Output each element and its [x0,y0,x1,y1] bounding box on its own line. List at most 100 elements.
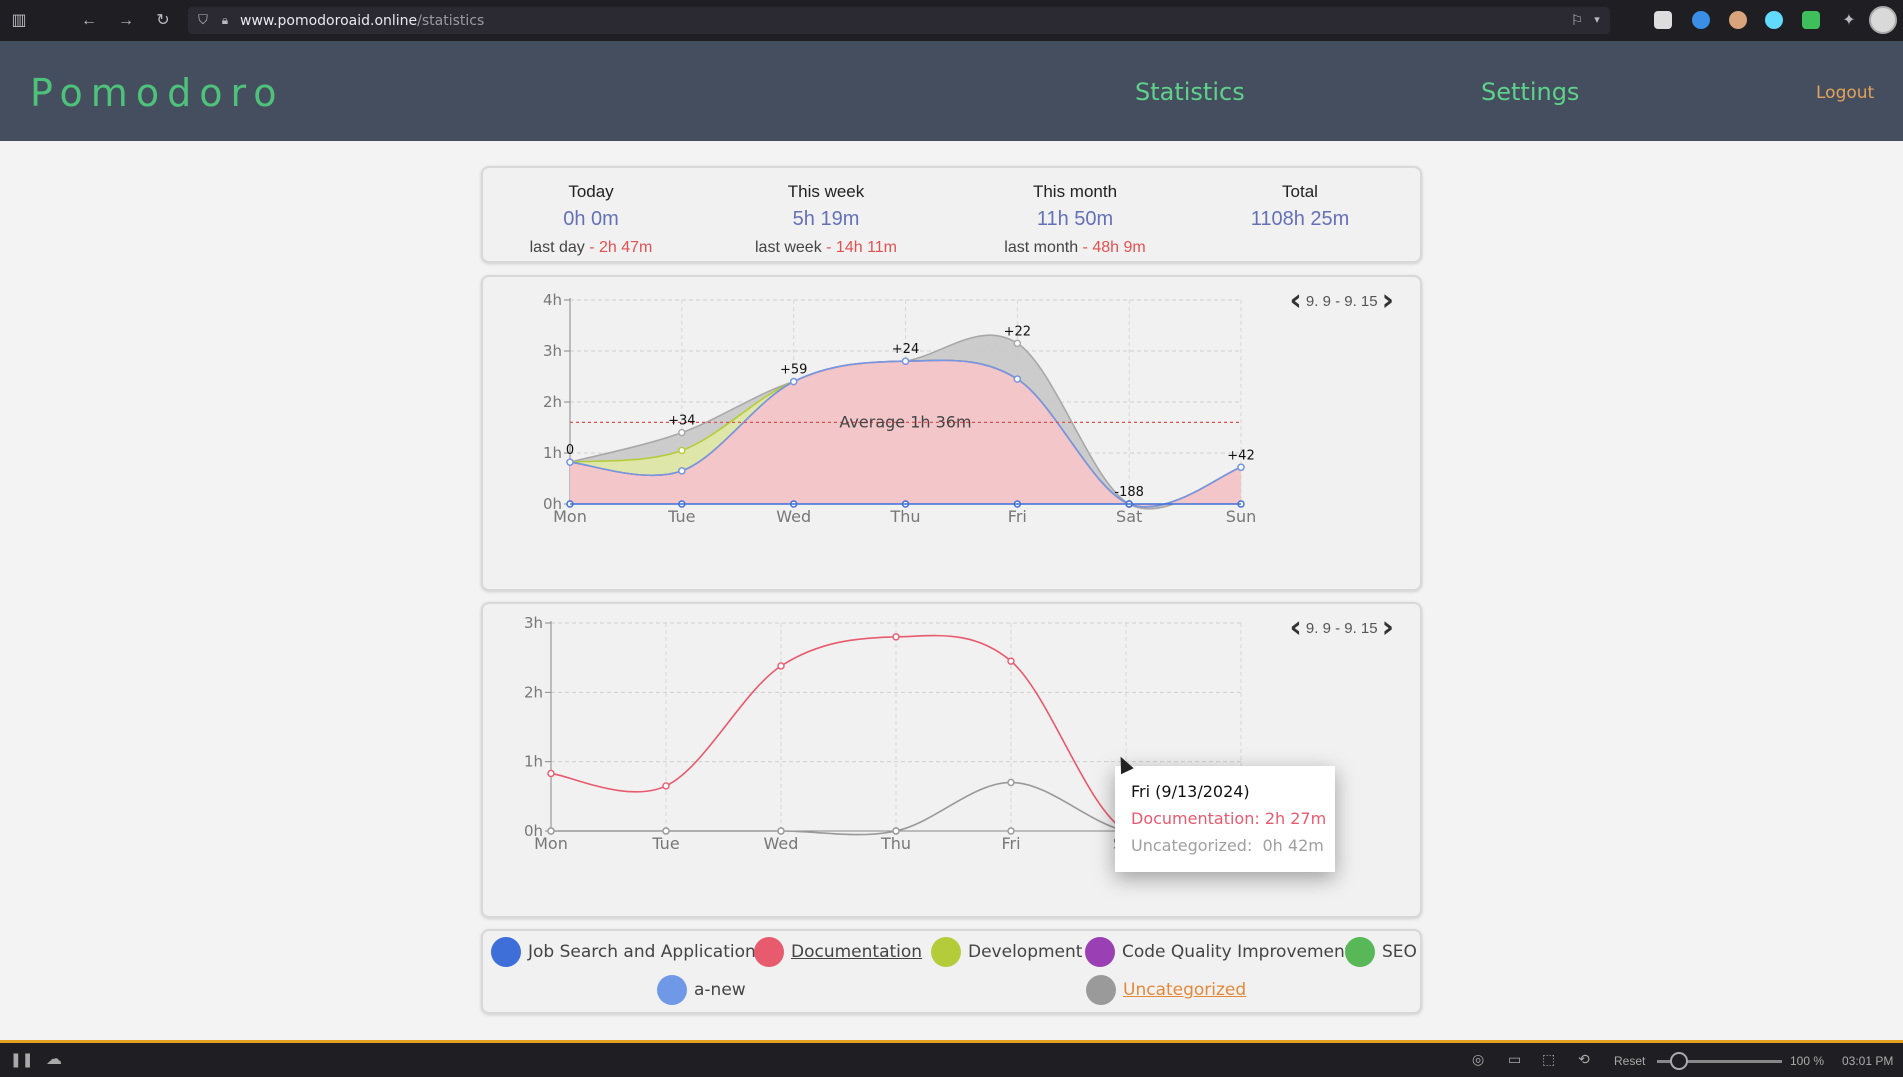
delta-annotation: +42 [1227,448,1254,463]
data-point [678,467,686,475]
weekly-stacked-chart: 0h 1h 2h 3h 4h Mon Tue Wed Thu Fri Sat Sun Average 1… [543,291,1256,526]
legend-label: Job Search and Application [528,942,756,962]
stat-week-label: This week [787,182,865,201]
legend-swatch [931,937,961,967]
delta-annotation: +59 [780,363,807,378]
chart2-prev-week-chevron-icon[interactable]: ‹ [1289,610,1302,645]
data-point [547,769,555,778]
app-header: Pomodoro Statistics Settings Logout [0,41,1903,141]
x-tick-label: Sun [1226,507,1256,526]
legend-item-code-quality-improvement[interactable]: Code Quality Improvement [1085,937,1351,967]
legend-item-seo[interactable]: SEO [1345,937,1417,967]
delta-annotation: +24 [892,342,919,357]
chart1-next-week-chevron-icon[interactable]: › [1381,283,1394,318]
x-tick-label: Thu [880,834,911,853]
baseline-point [547,827,555,835]
x-tick-label: Wed [776,507,811,526]
summary-stats-card: Today 0h 0m last day - 2h 47m This week … [481,166,1422,263]
bookmark-icon[interactable]: ⚐ [1570,12,1584,28]
stat-today-value: 0h 0m [563,208,619,230]
legend-swatch [1085,937,1115,967]
reload-icon[interactable]: ↻ [156,12,170,29]
stat-week-compare: last week - 14h 11m [755,239,897,256]
cloud-icon[interactable]: ☁ [46,1051,62,1068]
stat-total: Total 1108h 25m [1170,178,1430,231]
profile-avatar[interactable] [1869,6,1897,34]
legend-label: Code Quality Improvement [1122,942,1352,962]
back-icon[interactable]: ← [81,12,97,29]
lock-icon[interactable]: 🔒︎ [221,13,229,27]
category-legend: Job Search and Application Documentation D… [481,929,1422,1014]
delta-annotation: +22 [1004,324,1031,339]
shield-icon[interactable]: ⛉ [198,12,208,27]
stat-total-value: 1108h 25m [1250,208,1350,230]
y-tick-label: 1h [543,444,562,462]
delta-annotation: +34 [668,414,695,429]
x-tick-label: Fri [1008,507,1027,526]
y-tick-label: 4h [543,291,562,309]
stat-month-compare: last month - 48h 9m [1004,239,1146,256]
x-tick-label: Fri [1001,834,1020,853]
extension-blue-icon[interactable] [1692,11,1710,29]
legend-label: Development [968,942,1083,962]
extensions-puzzle-icon[interactable]: ✦ [1842,12,1856,29]
x-tick-label: Mon [534,834,568,853]
legend-item-documentation[interactable]: Documentation [754,937,922,967]
series-area-documentation [570,360,1241,507]
tooltip-title: Fri (9/13/2024) [1131,782,1250,801]
stat-week: This week 5h 19m last week - 14h 11m [696,178,956,257]
x-tick-label: Mon [553,507,587,526]
zoom-level: 100 % [1790,1054,1825,1068]
delta-annotation: -188 [1114,485,1144,500]
legend-item-job-search-and-application[interactable]: Job Search and Application [491,937,756,967]
data-point [777,662,785,670]
legend-item-uncategorized[interactable]: Uncategorized [1086,975,1246,1005]
react-devtools-icon[interactable] [1765,11,1783,29]
nav-settings[interactable]: Settings [1481,78,1580,106]
stat-month-value: 11h 50m [1036,208,1114,230]
zoom-slider-track[interactable] [1657,1060,1782,1063]
pause-icon[interactable]: ❚❚ [10,1051,34,1067]
x-tick-label: Tue [651,834,679,853]
baseline-point [1007,827,1015,835]
address-bar[interactable]: ⛉ 🔒︎ www.pomodoroaid.online/statistics ⚐… [188,7,1610,34]
url-text[interactable]: www.pomodoroaid.online/statistics [240,13,485,29]
sidebar-toggle-icon[interactable]: ▥ [11,12,27,29]
data-point [789,377,798,386]
chart1-prev-week-chevron-icon[interactable]: ‹ [1289,283,1302,318]
zoom-slider-handle[interactable] [1670,1052,1688,1070]
legend-item-development[interactable]: Development [931,937,1082,967]
logout-link[interactable]: Logout [1816,83,1875,103]
chart2-date-range: 9. 9 - 9. 15 [1305,619,1378,637]
data-point [678,428,686,437]
stat-total-label: Total [1282,182,1318,201]
extension-green-icon[interactable] [1802,11,1820,29]
legend-label: Uncategorized [1123,980,1247,1000]
data-point [1013,339,1022,348]
crop-icon[interactable]: ⬚ [1542,1051,1556,1067]
baseline-point [777,827,785,835]
screenshot-icon[interactable]: ◎ [1472,1051,1485,1067]
forward-icon[interactable]: → [118,12,134,29]
rotate-icon[interactable]: ⟲ [1578,1051,1590,1067]
nav-statistics[interactable]: Statistics [1135,78,1245,106]
eyedropper-icon[interactable] [1654,11,1672,29]
zoom-reset[interactable]: Reset [1614,1054,1646,1068]
window-icon[interactable]: ▭ [1508,1051,1522,1067]
data-point [1007,778,1015,787]
y-tick-label: 3h [543,342,562,360]
chart1-date-range: 9. 9 - 9. 15 [1305,292,1378,310]
legend-label: a-new [694,980,746,1000]
x-tick-label: Thu [889,507,920,526]
chevron-down-icon[interactable]: ▾ [1594,14,1600,26]
data-point [678,446,686,455]
legend-swatch [754,937,784,967]
legend-swatch [491,937,521,967]
data-point [1237,463,1245,471]
data-point [566,458,574,466]
app-logo[interactable]: Pomodoro [30,71,285,115]
chart2-next-week-chevron-icon[interactable]: › [1381,610,1394,645]
extension-face-icon[interactable] [1729,11,1747,29]
legend-item-a-new[interactable]: a-new [657,975,746,1005]
data-point [1013,375,1022,383]
